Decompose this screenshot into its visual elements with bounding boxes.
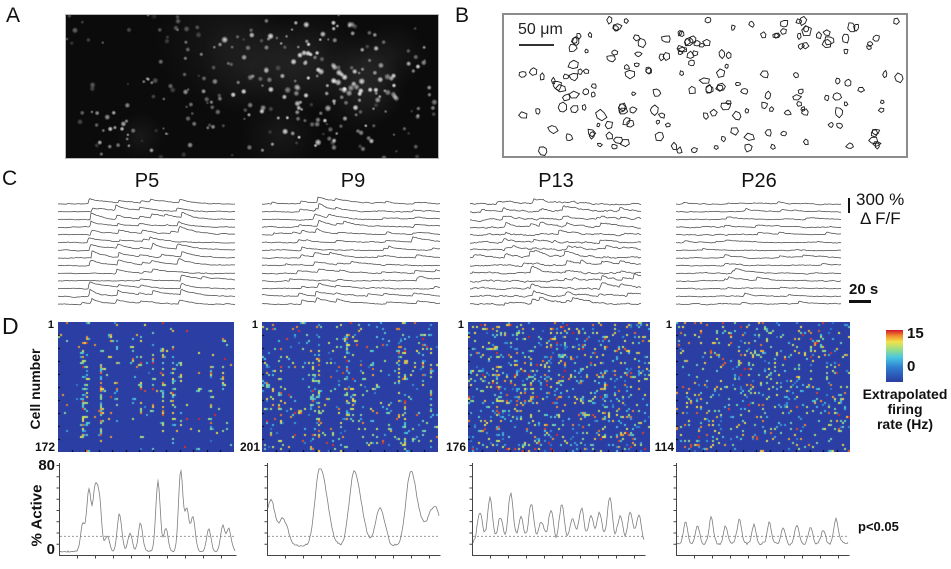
percent-active-plot-p9 xyxy=(264,461,441,559)
colorbar-caption-line: rate (Hz) xyxy=(876,416,933,432)
percent-active-plot-p13 xyxy=(469,461,646,559)
panel-b-label: B xyxy=(455,4,470,27)
amplitude-scale-label: 300 % xyxy=(856,190,905,209)
scale-bar-label: 50 μm xyxy=(518,21,563,38)
panel-a-label: A xyxy=(6,4,21,27)
raster-heatmap-p26 xyxy=(676,322,850,452)
age-label-p5: P5 xyxy=(134,170,160,192)
age-label-p13: P13 xyxy=(538,170,574,192)
calcium-traces-p9 xyxy=(262,196,442,308)
first-cell-label: 1 xyxy=(457,319,464,331)
panel-b-outline-map: 50 μm xyxy=(502,13,908,158)
panel-b-cell-outlines-canvas xyxy=(504,15,906,156)
cell-count-label-p9: 201 xyxy=(239,440,260,454)
colorbar xyxy=(886,330,903,382)
percent-active-axis-label: % Active xyxy=(28,484,46,547)
colorbar-caption-line: firing xyxy=(887,401,923,417)
calcium-traces-p26 xyxy=(676,196,843,308)
cell-count-label-p5: 172 xyxy=(34,440,55,454)
panel-d-label: D xyxy=(2,313,19,339)
colorbar-caption-line: Extrapolated xyxy=(862,386,948,402)
colorbar-min-label: 0 xyxy=(907,358,916,375)
age-label-p9: P9 xyxy=(340,170,366,192)
raster-heatmap-p9 xyxy=(262,322,438,452)
cell-count-label-p26: 114 xyxy=(654,440,674,454)
colorbar-caption: Extrapolated firing rate (Hz) xyxy=(855,387,951,432)
colorbar-max-label: 15 xyxy=(907,325,924,342)
first-cell-label: 1 xyxy=(47,319,54,331)
calcium-traces-p5 xyxy=(58,196,237,308)
time-scale-bar xyxy=(849,300,871,303)
active-axis-min-label: 0 xyxy=(46,541,55,558)
percent-active-plot-p26 xyxy=(673,461,850,559)
amplitude-scale-bar xyxy=(848,198,850,213)
amplitude-unit-label: Δ F/F xyxy=(860,209,901,228)
first-cell-label: 1 xyxy=(251,319,258,331)
significance-label: p<0.05 xyxy=(858,519,899,534)
age-label-p26: P26 xyxy=(741,170,777,192)
scale-bar-line xyxy=(519,44,554,46)
calcium-traces-p13 xyxy=(470,196,643,308)
active-axis-max-label: 80 xyxy=(38,457,55,474)
percent-active-plot-p5 xyxy=(56,461,237,559)
panel-a-fluorescence-image xyxy=(65,14,439,159)
raster-heatmap-p13 xyxy=(468,322,650,452)
raster-heatmap-p5 xyxy=(58,322,234,452)
cell-count-label-p13: 176 xyxy=(445,440,466,454)
panel-c-label: C xyxy=(2,167,18,190)
first-cell-label: 1 xyxy=(665,319,672,331)
time-scale-label: 20 s xyxy=(849,281,879,298)
cell-number-axis-label: Cell number xyxy=(27,348,43,430)
